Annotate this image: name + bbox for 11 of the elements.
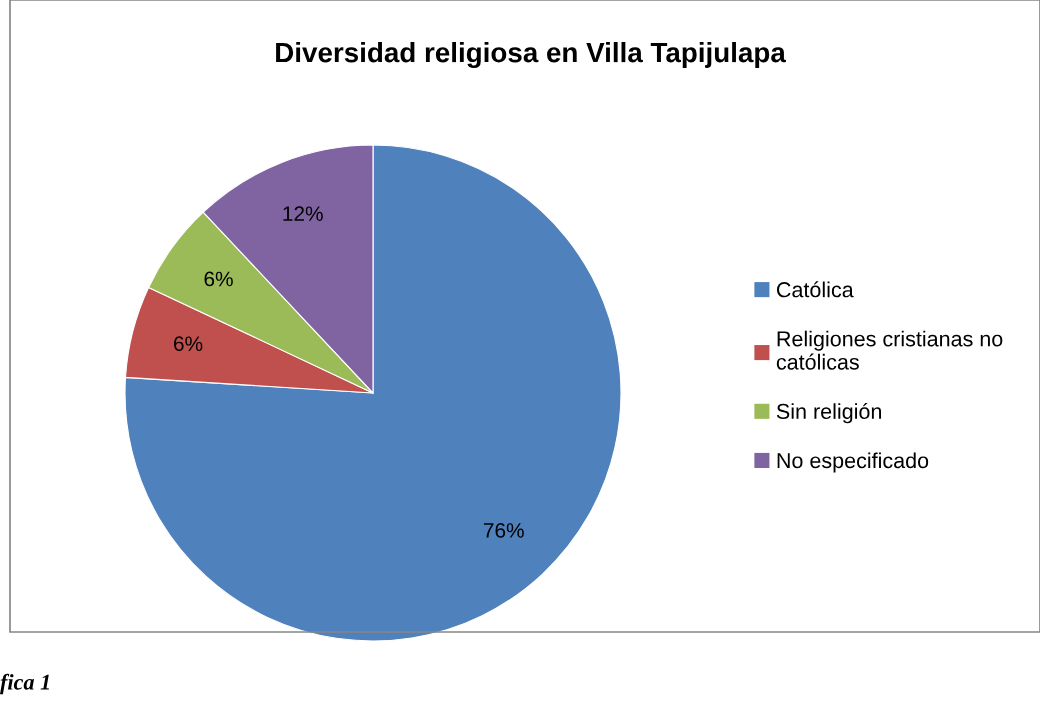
legend-label: No especificado [777, 452, 929, 473]
legend-label: Sin religión [776, 403, 882, 424]
data-label: 12% [283, 206, 323, 221]
pie-slice [124, 144, 622, 642]
chart-title: Diversidad religiosa en Villa Tapijulapa [276, 41, 786, 69]
legend-label: Católica [777, 281, 854, 298]
data-label: 6% [204, 271, 233, 287]
text: fica 1 [0, 673, 49, 695]
legend-label: Religiones cristianas no católicas [776, 330, 1003, 370]
data-label: 76% [483, 523, 524, 538]
data-label: 6% [174, 336, 203, 352]
